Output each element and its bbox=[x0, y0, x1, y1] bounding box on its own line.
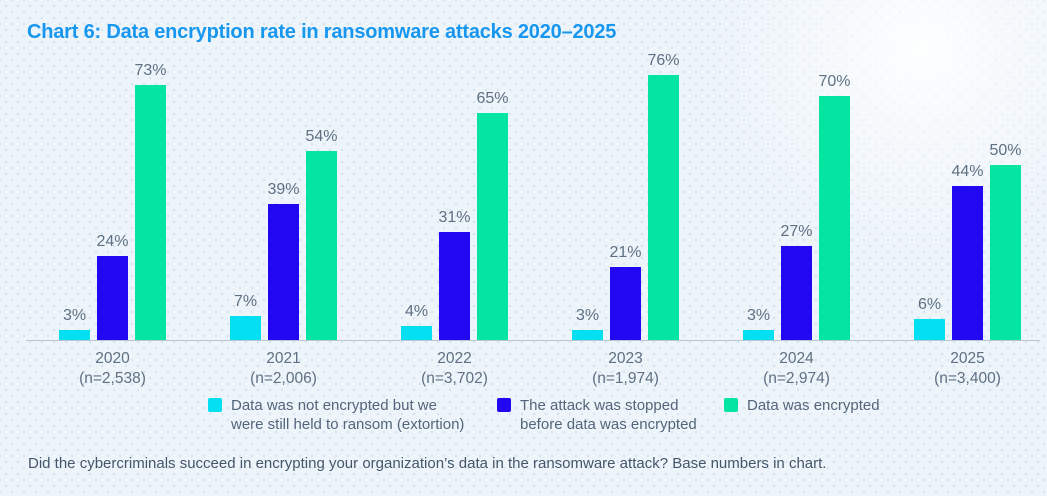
x-axis-label: 2022 (n=3,702) bbox=[401, 349, 508, 389]
bar-value-label: 7% bbox=[233, 292, 258, 310]
bar-value-label: 54% bbox=[305, 128, 338, 146]
bar-column: 44% bbox=[951, 60, 984, 340]
bar-value-label: 4% bbox=[404, 303, 429, 320]
bar-group: 6% 44% 50% bbox=[914, 60, 1022, 340]
bar-value-label: 3% bbox=[575, 306, 600, 324]
bar-column: 6% bbox=[914, 60, 945, 340]
legend: Data was not encrypted but we were still … bbox=[0, 396, 1047, 442]
x-axis-base-n: (n=2,538) bbox=[79, 370, 146, 387]
x-axis-year: 2020 bbox=[95, 350, 130, 367]
legend-swatch bbox=[724, 398, 738, 412]
bar-value-label: 3% bbox=[746, 306, 771, 324]
bar-column: 70% bbox=[818, 60, 851, 340]
bar bbox=[914, 319, 945, 340]
bar-column: 50% bbox=[989, 60, 1022, 340]
x-axis-label: 2021 (n=2,006) bbox=[230, 349, 337, 389]
x-axis-labels: 2020 (n=2,538) 2021 (n=2,006) 2022 (n=3,702) 2… bbox=[26, 349, 1040, 389]
bar-value-label: 73% bbox=[134, 62, 167, 79]
bar bbox=[268, 203, 299, 340]
bar-group: 3% 27% 70% bbox=[743, 60, 851, 340]
legend-label: Data was encrypted bbox=[747, 396, 880, 415]
bar-group: 4% 31% 65% bbox=[401, 60, 509, 340]
bar bbox=[97, 256, 128, 340]
bar bbox=[610, 266, 641, 340]
bar bbox=[59, 329, 90, 340]
bars-row: 3% 24% 73% 7% 39% 54% 4% 31% 65% 3% 21% 76% 3% 27% 70%… bbox=[26, 52, 1040, 341]
bar bbox=[306, 151, 337, 340]
x-axis-base-n: (n=2,006) bbox=[250, 370, 317, 387]
bar-column: 3% bbox=[572, 60, 603, 340]
legend-item: Data was encrypted bbox=[724, 396, 880, 415]
x-axis-label: 2023 (n=1,974) bbox=[572, 349, 679, 389]
bar bbox=[572, 329, 603, 340]
x-axis-year: 2023 bbox=[608, 350, 643, 367]
bar bbox=[743, 329, 774, 340]
bar-column: 4% bbox=[401, 60, 432, 340]
bar bbox=[819, 95, 850, 340]
bar bbox=[439, 231, 470, 340]
x-axis-label: 2020 (n=2,538) bbox=[59, 349, 166, 389]
bar bbox=[401, 326, 432, 340]
bar-group: 3% 21% 76% bbox=[572, 52, 680, 340]
x-axis-year: 2025 bbox=[950, 350, 985, 367]
legend-swatch bbox=[208, 398, 222, 412]
bar bbox=[990, 165, 1021, 340]
bar-column: 39% bbox=[267, 60, 300, 340]
bar bbox=[781, 245, 812, 340]
legend-label-line: before data was encrypted bbox=[520, 416, 697, 433]
bar-column: 27% bbox=[780, 60, 813, 340]
legend-label-line: Data was not encrypted but we bbox=[231, 397, 437, 414]
bar-group: 7% 39% 54% bbox=[230, 60, 338, 340]
footnote: Did the cybercriminals succeed in encryp… bbox=[28, 455, 827, 472]
x-axis-year: 2021 bbox=[266, 350, 301, 367]
bar bbox=[648, 74, 679, 340]
bar-value-label: 76% bbox=[647, 51, 680, 69]
bar-value-label: 21% bbox=[609, 243, 642, 261]
bar-value-label: 3% bbox=[62, 306, 87, 324]
bar-column: 3% bbox=[59, 60, 90, 340]
x-axis-year: 2022 bbox=[437, 350, 472, 367]
bar-value-label: 70% bbox=[818, 72, 851, 90]
legend-item: The attack was stopped before data was en… bbox=[497, 396, 697, 434]
bar-column: 7% bbox=[230, 60, 261, 340]
bar-group: 3% 24% 73% bbox=[59, 60, 167, 340]
x-axis-year: 2024 bbox=[779, 350, 814, 367]
bar-column: 65% bbox=[476, 60, 509, 340]
legend-label-line: were still held to ransom (extortion) bbox=[231, 416, 465, 433]
bar-column: 21% bbox=[609, 60, 642, 340]
bar-value-label: 65% bbox=[476, 89, 509, 107]
bar-value-label: 24% bbox=[96, 233, 129, 251]
bar bbox=[477, 112, 508, 340]
bar-column: 54% bbox=[305, 60, 338, 340]
bar bbox=[230, 315, 261, 340]
bar-value-label: 50% bbox=[989, 142, 1022, 160]
bar bbox=[952, 186, 983, 340]
bar-value-label: 27% bbox=[780, 222, 813, 240]
x-axis-base-n: (n=1,974) bbox=[592, 370, 659, 387]
legend-item: Data was not encrypted but we were still … bbox=[208, 396, 464, 434]
x-axis-base-n: (n=3,702) bbox=[421, 370, 488, 387]
x-axis-label: 2024 (n=2,974) bbox=[743, 349, 850, 389]
legend-label-line: Data was encrypted bbox=[747, 397, 880, 414]
bar bbox=[135, 85, 166, 340]
legend-label: Data was not encrypted but we were still … bbox=[231, 396, 464, 434]
bar-value-label: 6% bbox=[917, 296, 942, 313]
legend-label: The attack was stopped before data was en… bbox=[520, 396, 697, 434]
x-axis-base-n: (n=3,400) bbox=[934, 370, 1001, 387]
legend-label-line: The attack was stopped bbox=[520, 397, 679, 414]
plot-area: 3% 24% 73% 7% 39% 54% 4% 31% 65% 3% 21% 76% 3% 27% 70%… bbox=[26, 52, 1040, 389]
bar-value-label: 39% bbox=[267, 180, 300, 198]
bar-value-label: 44% bbox=[951, 163, 984, 181]
chart-title: Chart 6: Data encryption rate in ransomw… bbox=[27, 21, 617, 43]
bar-column: 3% bbox=[743, 60, 774, 340]
x-axis-label: 2025 (n=3,400) bbox=[914, 349, 1021, 389]
legend-swatch bbox=[497, 398, 511, 412]
bar-column: 73% bbox=[134, 60, 167, 340]
bar-column: 24% bbox=[96, 60, 129, 340]
bar-value-label: 31% bbox=[438, 208, 471, 226]
bar-column: 31% bbox=[438, 60, 471, 340]
x-axis-base-n: (n=2,974) bbox=[763, 370, 830, 387]
bar-column: 76% bbox=[647, 52, 680, 340]
